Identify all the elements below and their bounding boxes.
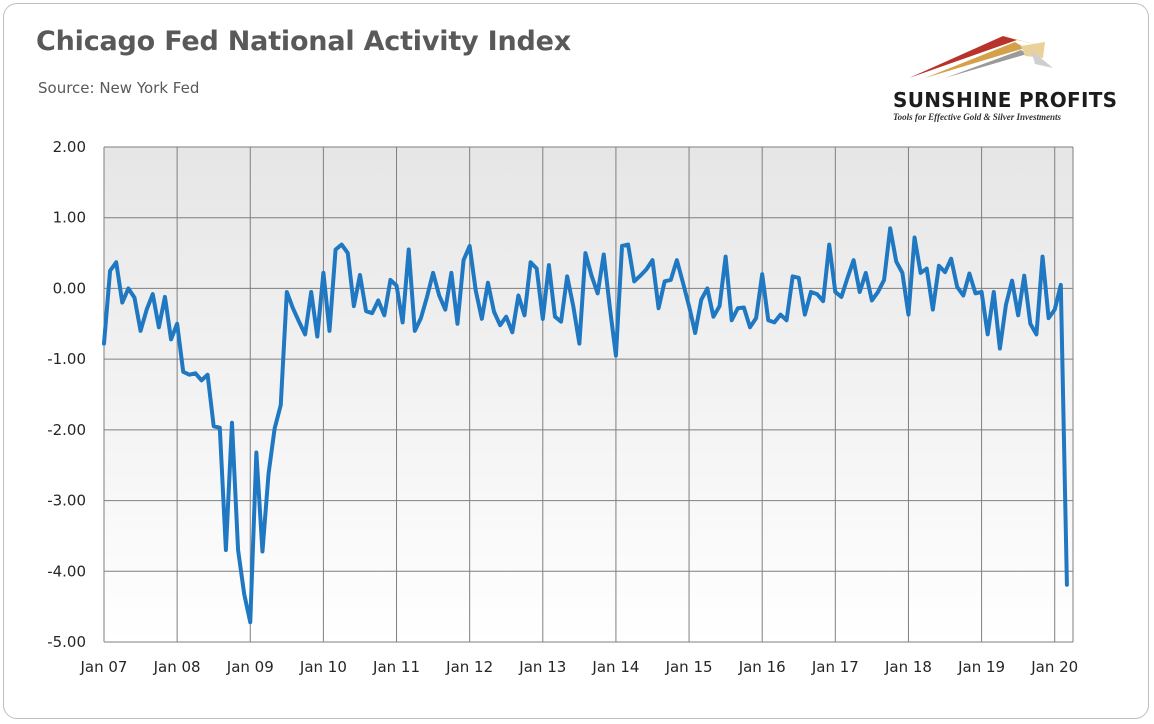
y-tick-label: -5.00	[47, 633, 86, 651]
y-tick-label: -1.00	[47, 350, 86, 368]
x-tick-label: Jan 15	[665, 658, 713, 676]
x-tick-label: Jan 16	[738, 658, 786, 676]
logo-brand-name: SUNSHINE PROFITS	[893, 88, 1118, 112]
x-tick-label: Jan 13	[518, 658, 566, 676]
chart-title: Chicago Fed National Activity Index	[36, 26, 571, 57]
series-group	[102, 226, 1069, 625]
y-tick-label: -2.00	[47, 421, 86, 439]
x-tick-label: Jan 14	[591, 658, 639, 676]
y-tick-label: 0.00	[53, 279, 86, 297]
x-tick-label: Jan 11	[372, 658, 420, 676]
y-tick-label: -3.00	[47, 492, 86, 510]
chart-source: Source: New York Fed	[38, 79, 200, 97]
plot-area	[104, 147, 1073, 642]
x-tick-label: Jan 12	[445, 658, 493, 676]
logo-tagline: Tools for Effective Gold & Silver Invest…	[893, 112, 1061, 122]
y-tick-label: 1.00	[53, 209, 86, 227]
x-tick-label: Jan 18	[884, 658, 932, 676]
x-tick-label: Jan 19	[957, 658, 1005, 676]
sunshine-profits-logo: SUNSHINE PROFITS Tools for Effective Gol…	[885, 28, 1125, 128]
logo-swoosh-icon	[909, 36, 1053, 78]
x-tick-label: Jan 08	[153, 658, 201, 676]
series-line	[102, 226, 1069, 625]
x-tick-label: Jan 07	[80, 658, 128, 676]
x-axis: Jan 07 Jan 08 Jan 09 Jan 10 Jan 11 Jan 12 Jan …	[80, 658, 1079, 676]
x-tick-label: Jan 17	[811, 658, 859, 676]
y-tick-label: 2.00	[53, 138, 86, 156]
x-tick-label: Jan 10	[299, 658, 347, 676]
y-tick-label: -4.00	[47, 562, 86, 580]
x-tick-label: Jan 09	[226, 658, 274, 676]
y-axis: 2.00 1.00 0.00 -1.00 -2.00 -3.00 -4.00 -5.00	[47, 138, 86, 651]
x-tick-label: Jan 20	[1030, 658, 1078, 676]
